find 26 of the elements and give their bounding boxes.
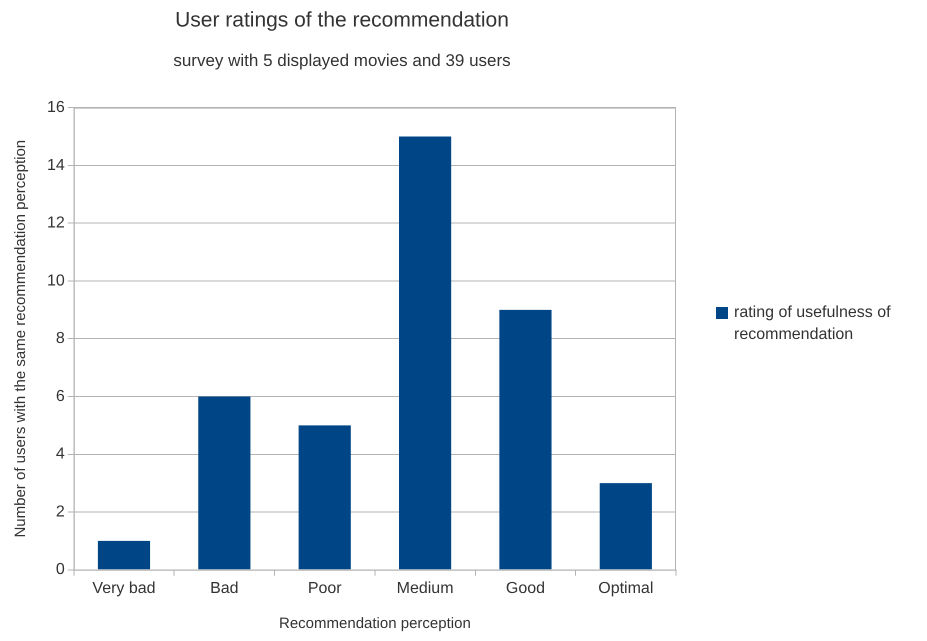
y-tick-label: 8	[56, 330, 65, 348]
x-tick-label: Good	[506, 580, 546, 597]
y-tick-label: 10	[47, 272, 65, 290]
y-tick-label: 16	[47, 99, 65, 116]
y-axis-title: Number of users with the same recommendation perception	[12, 140, 30, 538]
x-axis-title: Recommendation perception	[279, 615, 471, 632]
bar	[499, 310, 552, 570]
bar	[600, 483, 652, 570]
y-tick-label: 6	[56, 388, 65, 405]
bar	[398, 136, 452, 570]
y-tick-label: 0	[56, 561, 65, 578]
bar	[98, 540, 150, 570]
x-tick-label: Very bad	[92, 580, 156, 597]
x-tick-label: Bad	[210, 580, 239, 597]
legend-label: rating of usefulness of recommendation	[734, 303, 892, 345]
x-tick-label: Optimal	[598, 580, 654, 597]
x-tick-label: Medium	[396, 580, 454, 597]
y-tick-label: 4	[56, 446, 65, 463]
y-tick-label: 12	[47, 214, 65, 232]
x-tick-label: Poor	[308, 580, 342, 597]
chart-subtitle: survey with 5 displayed movies and 39 users	[173, 51, 511, 70]
y-tick-label: 14	[47, 156, 65, 174]
bar	[298, 425, 351, 570]
bar	[198, 396, 250, 570]
y-tick-label: 2	[56, 503, 65, 520]
chart-title: User ratings of the recommendation	[175, 8, 509, 32]
